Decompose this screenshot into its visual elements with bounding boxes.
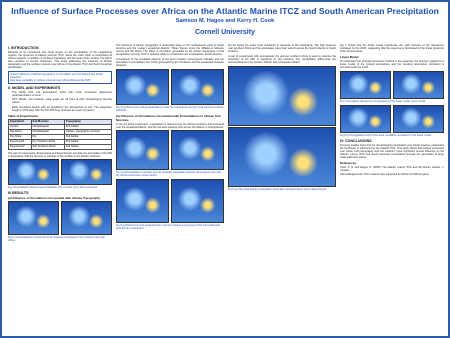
paragraph: Because of its monsoonal and zonal impac… — [8, 50, 112, 69]
column: Fig 7 shows that the linear model reprod… — [340, 44, 444, 334]
map — [171, 130, 224, 171]
paragraph: To understand the physical processes inv… — [340, 59, 444, 69]
map — [393, 104, 444, 133]
figure — [228, 65, 336, 126]
heading: II. MODEL AND EXPERIMENTS — [8, 85, 61, 90]
figure — [8, 159, 112, 186]
paragraph: Fig 7 shows that the linear model reprod… — [340, 44, 444, 54]
table-cell: Full Global — [63, 143, 112, 150]
paragraph: Fig 3a shows the upper level circulation… — [228, 44, 336, 54]
map — [116, 130, 169, 171]
table-row: Experiment2 Wet Southern Africa Full Globa… — [8, 143, 112, 150]
column: Fig 3a shows the upper level circulation… — [228, 44, 336, 334]
paragraph: Previous studies show that the climatolo… — [340, 143, 444, 159]
table-cell: Experiment2 — [8, 143, 32, 150]
bullet: SST, albedo, soil moisture, solar angle … — [12, 98, 112, 104]
heading: I. INTRODUCTION — [8, 45, 39, 50]
map — [393, 70, 444, 99]
question: How does variability in surface moisture… — [10, 78, 91, 82]
map — [228, 126, 336, 187]
figure — [340, 70, 444, 99]
heading: IV. CONCLUSIONS — [340, 138, 372, 143]
figure — [116, 68, 224, 105]
paragraph: A pair of experiments with anomalously d… — [228, 54, 336, 64]
caption: Fig 1 Precipitation and low level circul… — [8, 186, 98, 190]
bullet: The GFDL R30 L14 atmospheric GCM with mo… — [12, 91, 112, 97]
figure — [116, 130, 224, 171]
subheading: Linear Model — [340, 54, 359, 59]
paragraph: Acknowledgements: This research was supp… — [340, 173, 430, 177]
caption: Fig 2 (a) Precipitation and (b) low leve… — [8, 236, 105, 243]
caption: Fig 8 (a) Precipitation and (b) low leve… — [340, 133, 432, 137]
map — [228, 65, 336, 126]
map — [171, 179, 224, 224]
table: Experiment Soil Moisture Topography Control… — [8, 118, 112, 150]
map — [116, 68, 169, 105]
map — [340, 104, 391, 133]
figure — [228, 126, 336, 187]
bullet: Each simulation begins with an equilibri… — [12, 106, 112, 112]
question-box: Is there influence of African topography… — [8, 70, 112, 84]
caption: Fig 4 (a) Precipitation (mm/day) and (b)… — [116, 171, 221, 178]
bullet-list: The GFDL R30 L14 atmospheric GCM with mo… — [8, 91, 112, 113]
caption: Fig 7 Anomalous divergence computed from… — [340, 99, 426, 103]
caption: Fig 5 (a) Wind (m/s) and streamfunction … — [116, 224, 221, 231]
map — [171, 68, 224, 105]
affiliation: Cornell University — [195, 29, 255, 36]
column: The influence of African topography is p… — [116, 44, 224, 334]
heading: III RESULTS — [8, 191, 29, 196]
map — [116, 179, 169, 224]
authors: Samson M. Hagos and Kerry H. Cook — [175, 18, 275, 24]
figure — [8, 201, 112, 236]
paragraph: The pair of experiments, Experiment1 and… — [8, 151, 112, 158]
subheading: References — [340, 160, 357, 165]
map — [61, 159, 112, 186]
map — [61, 201, 112, 236]
map — [8, 159, 59, 186]
map — [340, 70, 391, 99]
figure — [340, 104, 444, 133]
map — [8, 201, 59, 236]
column: I. INTRODUCTION Because of its monsoonal… — [8, 44, 112, 334]
figure — [116, 179, 224, 224]
subheading: (b) Influence of Circulations Associated… — [116, 113, 221, 122]
paragraph: In the dry Africa experiment, precipitat… — [116, 122, 224, 129]
paragraph: The influence of African topography is p… — [116, 44, 224, 57]
question: Is there influence of African topography… — [10, 72, 103, 79]
subheading: (a) Influence of Circulations Associated… — [8, 196, 101, 201]
caption: Fig 6 (a) The wind and (b) precipitation… — [228, 187, 327, 191]
caption: Fig 3 (a) Wind (m/s) and geopotential (m… — [116, 105, 224, 112]
title: Influence of Surface Processes over Afri… — [11, 6, 439, 16]
paragraph: Comparison of the simulated patterns of … — [116, 57, 224, 68]
table-title: Table of Experiments — [8, 113, 39, 118]
paragraph: Cook, K. H. and Hagos, S. (2005): The At… — [340, 165, 444, 172]
table-cell: Wet Southern Africa — [30, 143, 65, 150]
